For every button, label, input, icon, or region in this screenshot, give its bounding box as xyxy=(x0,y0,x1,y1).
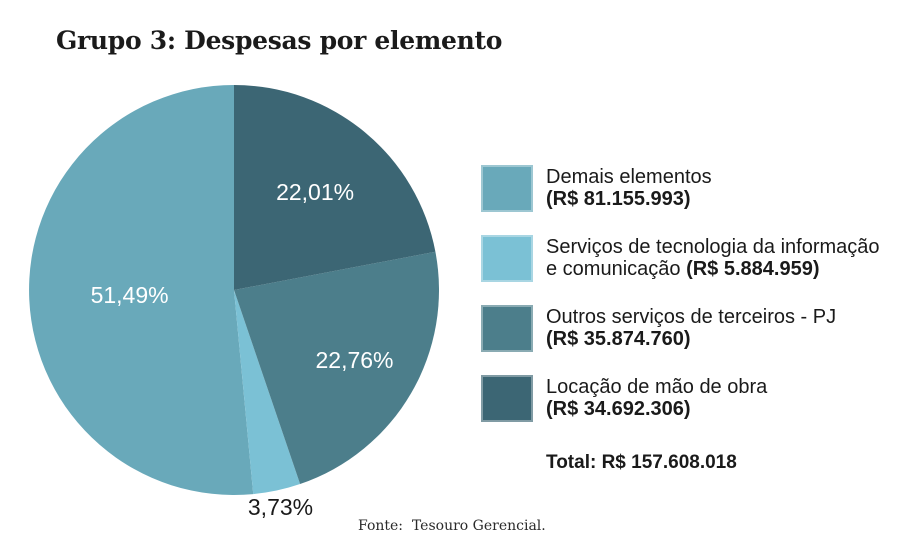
legend-amount: (R$ 34.692.306) xyxy=(546,398,691,420)
legend-item-servicos-tecnologia: Serviços de tecnologia da informação e co… xyxy=(481,235,911,282)
pie-slice-label: 51,49% xyxy=(91,282,169,308)
legend-item-outros-servicos: Outros serviços de terceiros - PJ (R$ 35.… xyxy=(481,305,911,352)
pie-slice-label: 3,73% xyxy=(248,494,313,520)
legend-item-locacao-mao-de-obra: Locação de mão de obra (R$ 34.692.306) xyxy=(481,375,911,422)
legend-line1: Demais elementos xyxy=(546,166,712,188)
legend-line2: e comunicação xyxy=(546,258,687,280)
pie-chart: 51,49% 3,73% 22,76% 22,01% xyxy=(29,85,439,520)
pie-slice-label: 22,01% xyxy=(276,179,354,205)
legend-swatch xyxy=(481,235,533,282)
legend-label: Serviços de tecnologia da informação e co… xyxy=(546,235,880,280)
pie-slice-3 xyxy=(234,251,439,485)
legend-amount: (R$ 35.874.760) xyxy=(546,328,691,350)
pie-slice-1 xyxy=(29,85,254,495)
legend-amount: (R$ 81.155.993) xyxy=(546,188,691,210)
total-value: Total: R$ 157.608.018 xyxy=(546,452,737,473)
legend-label: Locação de mão de obra (R$ 34.692.306) xyxy=(546,375,767,420)
pie-slice-4 xyxy=(234,85,436,290)
legend-line1: Serviços de tecnologia da informação xyxy=(546,236,880,258)
source-note: Fonte: Tesouro Gerencial. xyxy=(358,518,546,534)
pie-slice-2 xyxy=(234,290,301,495)
legend-label: Outros serviços de terceiros - PJ (R$ 35.… xyxy=(546,305,836,350)
pie-slice-label: 22,76% xyxy=(315,347,393,373)
legend-line1: Outros serviços de terceiros - PJ xyxy=(546,306,837,328)
legend: Demais elementos (R$ 81.155.993) Serviços… xyxy=(481,165,911,445)
legend-swatch xyxy=(481,165,533,212)
legend-item-demais-elementos: Demais elementos (R$ 81.155.993) xyxy=(481,165,911,212)
legend-swatch xyxy=(481,375,533,422)
page-title: Grupo 3: Despesas por elemento xyxy=(56,26,503,55)
legend-label: Demais elementos (R$ 81.155.993) xyxy=(546,165,712,210)
legend-swatch xyxy=(481,305,533,352)
legend-amount: (R$ 5.884.959) xyxy=(686,258,820,280)
legend-line1: Locação de mão de obra xyxy=(546,376,768,398)
